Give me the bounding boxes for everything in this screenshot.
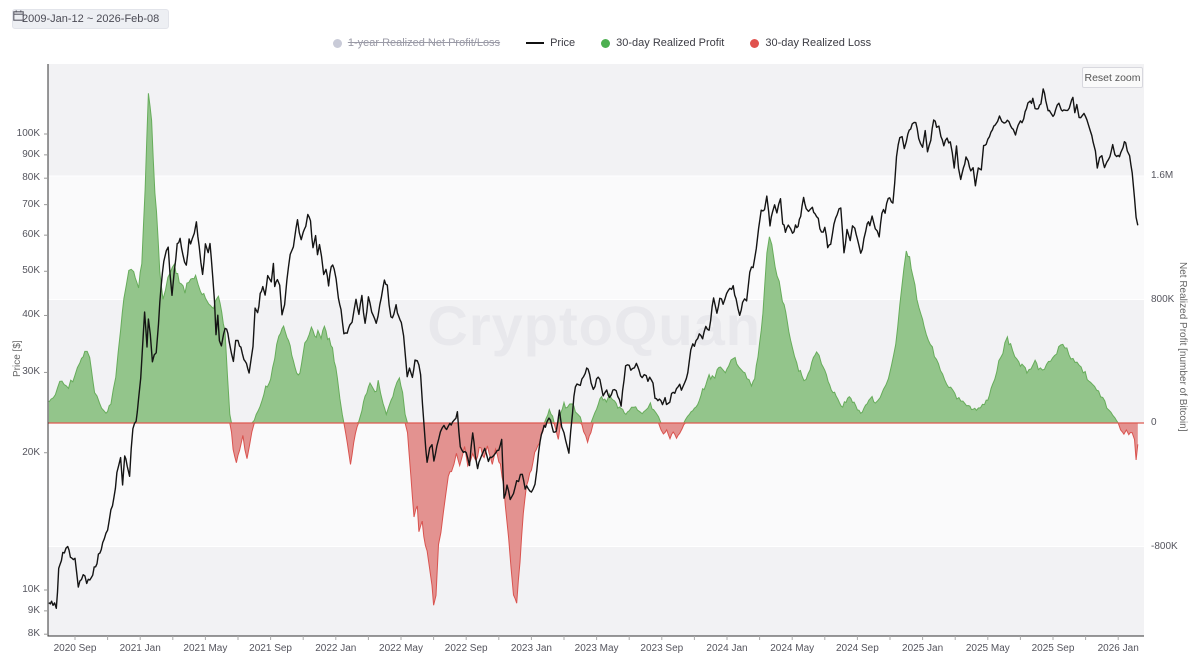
price-axis-label: 90K	[22, 148, 40, 160]
time-axis-label: 2021 Sep	[249, 643, 293, 654]
legend-dot-icon	[750, 38, 760, 48]
time-axis-label: 2021 Jan	[119, 643, 161, 654]
realized-profit-area	[48, 93, 1138, 424]
legend-dot-icon	[332, 38, 342, 48]
date-range-text: 2009-Jan-12 ~ 2026-Feb-08	[22, 13, 160, 25]
price-axis-label: 8K	[27, 628, 40, 640]
plot-band	[48, 423, 1144, 547]
axis-lines	[47, 64, 1144, 637]
net-profit-axis-label: 0	[1151, 417, 1157, 428]
time-axis-label: 2020 Sep	[53, 643, 97, 654]
price-axis-label: 40K	[22, 309, 40, 321]
legend-line-icon	[526, 42, 545, 44]
calendar-icon	[13, 10, 24, 21]
legend-label: 30-day Realized Profit	[616, 37, 725, 49]
time-axis-label: 2024 Jan	[706, 643, 748, 654]
price-axis-label: 30K	[22, 366, 40, 378]
time-axis-label: 2025 May	[965, 643, 1010, 654]
plot-band	[48, 176, 1144, 300]
price-axis-label: 50K	[22, 265, 40, 277]
date-range-badge[interactable]: 2009-Jan-12 ~ 2026-Feb-08	[12, 9, 170, 29]
reset-zoom-button[interactable]: Reset zoom	[1082, 67, 1143, 88]
price-axis-label: 100K	[16, 128, 40, 139]
time-axis-label: 2023 Jan	[510, 643, 552, 654]
price-axis-label: 70K	[22, 198, 40, 210]
plot-band	[48, 546, 1144, 636]
price-axis-label: 10K	[22, 584, 40, 595]
chart-legend: 1-year Realized Net Profit/Loss Price 30-d…	[0, 37, 1204, 49]
time-axis-label: 2024 Sep	[835, 643, 879, 654]
price-axis-label: 60K	[22, 229, 40, 241]
time-axis-label: 2023 May	[574, 643, 619, 654]
price-axis-label: 9K	[27, 604, 40, 616]
time-axis-label: 2022 May	[379, 643, 423, 654]
time-axis-label: 2023 Sep	[640, 643, 684, 654]
legend-item-2[interactable]: 30-day Realized Profit	[601, 37, 724, 49]
legend-item-3[interactable]: 30-day Realized Loss	[750, 37, 871, 49]
legend-label: Price	[550, 37, 576, 49]
net-profit-axis-label: 800K	[1151, 293, 1175, 305]
time-axis-label: 2022 Jan	[315, 643, 357, 654]
legend-item-1[interactable]: Price	[526, 37, 575, 49]
net-profit-axis-label: -800K	[1151, 540, 1178, 552]
time-axis-label: 2022 Sep	[444, 643, 488, 654]
time-axis-label: 2025 Jan	[902, 643, 944, 654]
legend-label: 1-year Realized Net Profit/Loss	[347, 37, 501, 49]
net-profit-axis-label: 1.6M	[1151, 170, 1174, 181]
time-axis-label: 2026 Jan	[1097, 643, 1139, 654]
price-axis-label: 20K	[22, 446, 40, 458]
legend-label: 30-day Realized Loss	[765, 37, 872, 49]
time-axis-label: 2021 May	[183, 643, 228, 654]
time-axis-label: 2024 May	[770, 643, 815, 654]
price-axis-label: 80K	[22, 172, 40, 184]
watermark-text: CryptoQuant	[427, 294, 780, 357]
legend-item-0[interactable]: 1-year Realized Net Profit/Loss	[332, 37, 501, 49]
price-line	[48, 88, 1139, 609]
legend-dot-icon	[601, 38, 611, 48]
time-axis-label: 2025 Sep	[1031, 643, 1075, 654]
plot-band	[48, 64, 1144, 176]
right-axis-title: Net Realized Profit [number of Bitcoin]	[1177, 262, 1188, 432]
